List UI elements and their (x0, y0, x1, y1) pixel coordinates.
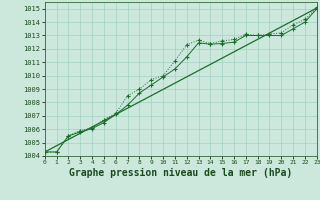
X-axis label: Graphe pression niveau de la mer (hPa): Graphe pression niveau de la mer (hPa) (69, 168, 292, 178)
